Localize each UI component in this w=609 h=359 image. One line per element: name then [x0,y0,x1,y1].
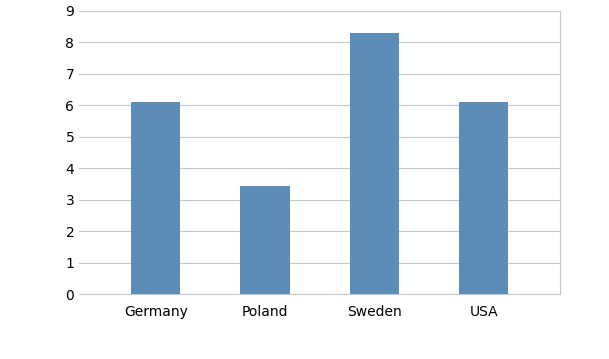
Bar [131,102,180,294]
Bar [241,186,290,294]
Bar [350,33,399,294]
Bar [459,102,509,294]
